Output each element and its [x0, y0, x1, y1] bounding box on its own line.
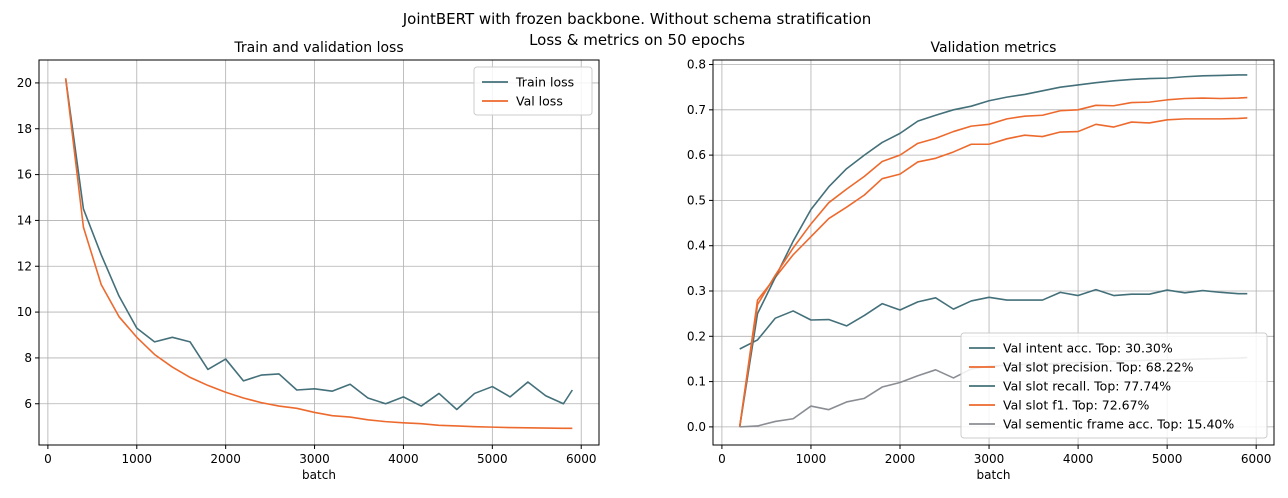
legend-label: Val slot f1. Top: 72.67%	[1003, 398, 1150, 413]
y-tick-label: 12	[17, 259, 32, 273]
y-tick-label: 14	[17, 213, 32, 227]
y-tick-label: 6	[24, 397, 32, 411]
figure-suptitle-line2: Loss & metrics on 50 epochs	[529, 31, 745, 49]
y-tick-label: 0.7	[687, 103, 706, 117]
metrics-chart: 0 1000 2000 3000 4000 5000 6000 0.0 0.1 0.2 0.3 0.4…	[687, 40, 1275, 482]
x-axis-label: batch	[977, 468, 1011, 482]
figure-suptitle-line1: JointBERT with frozen backbone. Without …	[402, 10, 872, 28]
legend: Val intent acc. Top: 30.30% Val slot prec…	[960, 332, 1268, 439]
legend-label: Val intent acc. Top: 30.30%	[1003, 341, 1173, 356]
series-line-1	[739, 288, 1248, 350]
chart-title: Train and validation loss	[233, 40, 403, 56]
x-axis-label: batch	[302, 468, 336, 482]
legend-label: Val slot precision. Top: 68.22%	[1003, 360, 1194, 375]
x-tick-label: 6000	[1241, 452, 1272, 466]
y-tick-label: 0.3	[687, 284, 706, 298]
y-tick-label: 0.4	[687, 239, 706, 253]
x-tick-label: 0	[44, 452, 52, 466]
y-tick-label: 8	[24, 351, 32, 365]
y-tick-label: 10	[17, 305, 32, 319]
legend-label: Val loss	[516, 94, 563, 109]
legend-box	[473, 66, 593, 116]
y-tick-label: 0.5	[687, 193, 706, 207]
x-tick-label: 4000	[388, 452, 419, 466]
legend-label: Val slot recall. Top: 77.74%	[1003, 379, 1171, 394]
x-tick-label: 3000	[974, 452, 1005, 466]
y-tick-label: 0.1	[687, 375, 706, 389]
chart-title: Validation metrics	[931, 40, 1057, 56]
x-tick-label: 5000	[1152, 452, 1183, 466]
x-tick-label: 1000	[122, 452, 153, 466]
series-line-4	[738, 96, 1248, 427]
x-tick-label: 5000	[477, 452, 508, 466]
x-tick-label: 6000	[566, 452, 597, 466]
series-line-3	[738, 74, 1248, 428]
legend-label: Val sementic frame acc. Top: 15.40%	[1003, 417, 1234, 432]
plot-frame	[712, 59, 1275, 446]
plot-frame	[38, 59, 600, 446]
series-line-1	[64, 78, 574, 411]
y-tick-label: 0.2	[687, 329, 706, 343]
y-tick-label: 18	[17, 122, 32, 136]
x-tick-label: 2000	[210, 452, 241, 466]
legend-label: Train loss	[515, 75, 574, 90]
legend-box	[960, 332, 1268, 439]
x-tick-label: 0	[718, 452, 726, 466]
y-tick-label: 0.0	[687, 420, 706, 434]
series-line-2	[64, 78, 573, 430]
y-tick-label: 16	[17, 168, 32, 182]
y-tick-label: 20	[17, 76, 32, 90]
y-tick-label: 0.6	[687, 148, 706, 162]
legend: Train loss Val loss	[473, 66, 593, 116]
x-tick-label: 3000	[299, 452, 330, 466]
x-tick-label: 2000	[885, 452, 916, 466]
x-tick-label: 1000	[796, 452, 827, 466]
y-tick-label: 0.8	[687, 58, 706, 72]
x-tick-label: 4000	[1063, 452, 1094, 466]
loss-chart: 0 1000 2000 3000 4000 5000 6000 6 8 10 12 14 16 18 20 T…	[17, 40, 600, 482]
series-line-2	[738, 117, 1248, 427]
